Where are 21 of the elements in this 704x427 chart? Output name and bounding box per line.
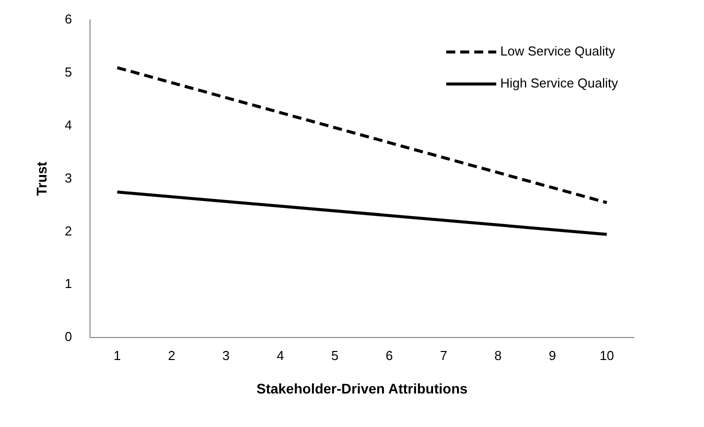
y-tick-label: 0 bbox=[64, 329, 72, 344]
y-tick-label: 1 bbox=[64, 276, 72, 292]
x-tick-label: 1 bbox=[114, 348, 121, 363]
y-tick-label: 3 bbox=[64, 170, 72, 186]
x-tick-label: 10 bbox=[600, 348, 614, 363]
x-tick-label: 3 bbox=[222, 348, 230, 363]
y-tick-label: 5 bbox=[64, 64, 72, 80]
x-tick-label: 4 bbox=[276, 348, 284, 363]
y-tick-label: 6 bbox=[64, 12, 72, 27]
x-tick-label: 5 bbox=[331, 348, 338, 363]
legend-label: High Service Quality bbox=[500, 76, 618, 91]
x-tick-label: 6 bbox=[386, 348, 393, 363]
y-axis-title: Trust bbox=[33, 161, 50, 196]
y-tick-label: 4 bbox=[64, 117, 72, 132]
y-tick-label: 2 bbox=[64, 223, 72, 238]
x-tick-label: 2 bbox=[168, 348, 176, 363]
x-tick-label: 9 bbox=[548, 348, 556, 363]
x-tick-label: 8 bbox=[494, 348, 502, 363]
x-tick-label: 7 bbox=[440, 348, 448, 363]
legend-label: Low Service Quality bbox=[500, 44, 616, 59]
x-axis-title: Stakeholder-Driven Attributions bbox=[256, 380, 468, 396]
